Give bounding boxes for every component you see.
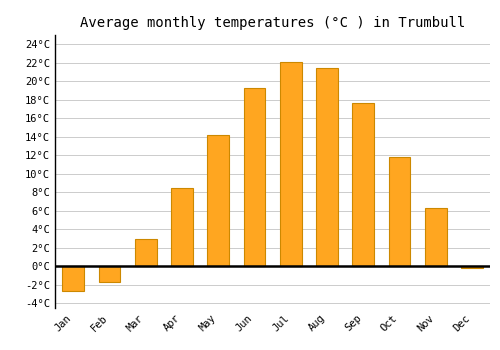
Bar [280, 62, 301, 266]
Bar [316, 68, 338, 266]
Title: Average monthly temperatures (°C ) in Trumbull: Average monthly temperatures (°C ) in Tr… [80, 16, 465, 30]
Bar [461, 266, 483, 268]
Bar [388, 157, 410, 266]
Bar [208, 135, 229, 266]
Bar [62, 266, 84, 291]
Bar [352, 103, 374, 266]
Bar [98, 266, 120, 282]
Bar [135, 239, 156, 266]
Bar [425, 208, 446, 266]
Bar [171, 188, 193, 266]
Bar [244, 88, 265, 266]
